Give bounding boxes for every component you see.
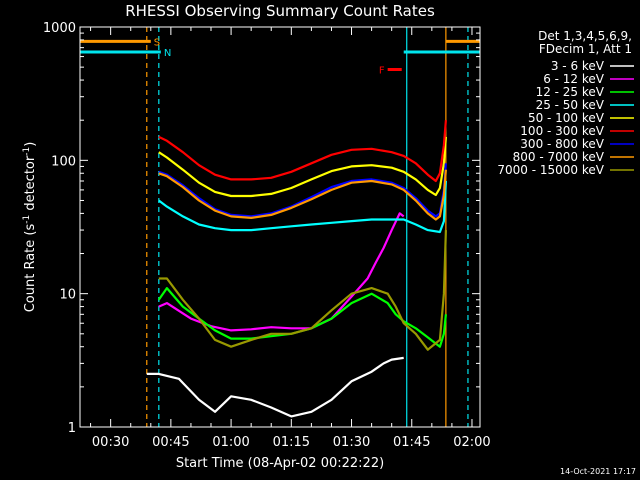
y-tick-label: 10 [59, 288, 76, 303]
series-line-25-50-kev [158, 180, 447, 234]
y-axis-label: Count Rate (s-1 detector-1) [22, 142, 38, 313]
chart-title: RHESSI Observing Summary Count Rates [125, 2, 435, 20]
legend-header-line-1: Det 1,3,4,5,6,9, [538, 29, 632, 43]
legend-header-line-2: FDecim 1, Att 1 [539, 42, 632, 56]
flag-label-f: F [379, 66, 385, 77]
series-line-3-6-kev [146, 356, 404, 418]
x-axis-label: Start Time (08-Apr-02 00:22:22) [176, 456, 384, 471]
x-tick-label: 00:45 [152, 435, 189, 450]
flag-label-s: S [154, 37, 160, 48]
y-axis-label-main: Count Rate (s [23, 224, 38, 313]
series-line-100-300-kev [158, 120, 447, 183]
y-axis-label-exp2: -1 [22, 147, 32, 156]
legend-label: 100 - 300 keV [520, 124, 604, 138]
axes: 00:30 00:45 01:00 01:15 01:30 01:45 02:00 1101… [43, 21, 491, 450]
flag-label-n: N [164, 48, 171, 59]
legend-label: 3 - 6 keV [551, 59, 605, 73]
legend-label: 7000 - 15000 keV [497, 163, 604, 177]
legend-label: 800 - 7000 keV [513, 150, 605, 164]
footer-date: 14-Oct-2021 17:17 [560, 467, 636, 476]
y-ticks: 1 10 100 1000 [43, 21, 480, 436]
plot-area: SN F [80, 27, 480, 427]
series-line-12-25-kev [157, 287, 447, 348]
plot-frame [79, 26, 481, 428]
y-axis-label-mid: detector [23, 155, 38, 215]
legend: Det 1,3,4,5,6,9, FDecim 1, Att 1 3 - 6 k… [497, 29, 634, 177]
series-line-300-800-kev [158, 163, 447, 218]
x-tick-label: 01:30 [333, 435, 370, 450]
series-line-800-7000-kev [158, 169, 447, 221]
x-tick-label: 02:00 [453, 435, 490, 450]
x-tick-label: 00:30 [92, 435, 129, 450]
legend-label: 6 - 12 keV [543, 72, 605, 86]
x-tick-label: 01:45 [393, 435, 430, 450]
series-line-7000-15000-kev [158, 230, 447, 351]
legend-label: 300 - 800 keV [520, 137, 604, 151]
legend-label: 25 - 50 keV [536, 98, 605, 112]
legend-label: 12 - 25 keV [536, 85, 605, 99]
y-tick-label: 1 [68, 421, 76, 436]
x-ticks: 00:30 00:45 01:00 01:15 01:30 01:45 02:00 [90, 27, 491, 450]
legend-label: 50 - 100 keV [528, 111, 605, 125]
x-tick-label: 01:00 [212, 435, 249, 450]
y-axis-label-exp1: -1 [22, 215, 32, 224]
y-axis-label-end: ) [23, 142, 38, 147]
y-tick-label: 100 [51, 154, 76, 169]
x-tick-label: 01:15 [273, 435, 310, 450]
y-tick-label: 1000 [43, 21, 76, 36]
series-line-50-100-kev [158, 136, 447, 198]
